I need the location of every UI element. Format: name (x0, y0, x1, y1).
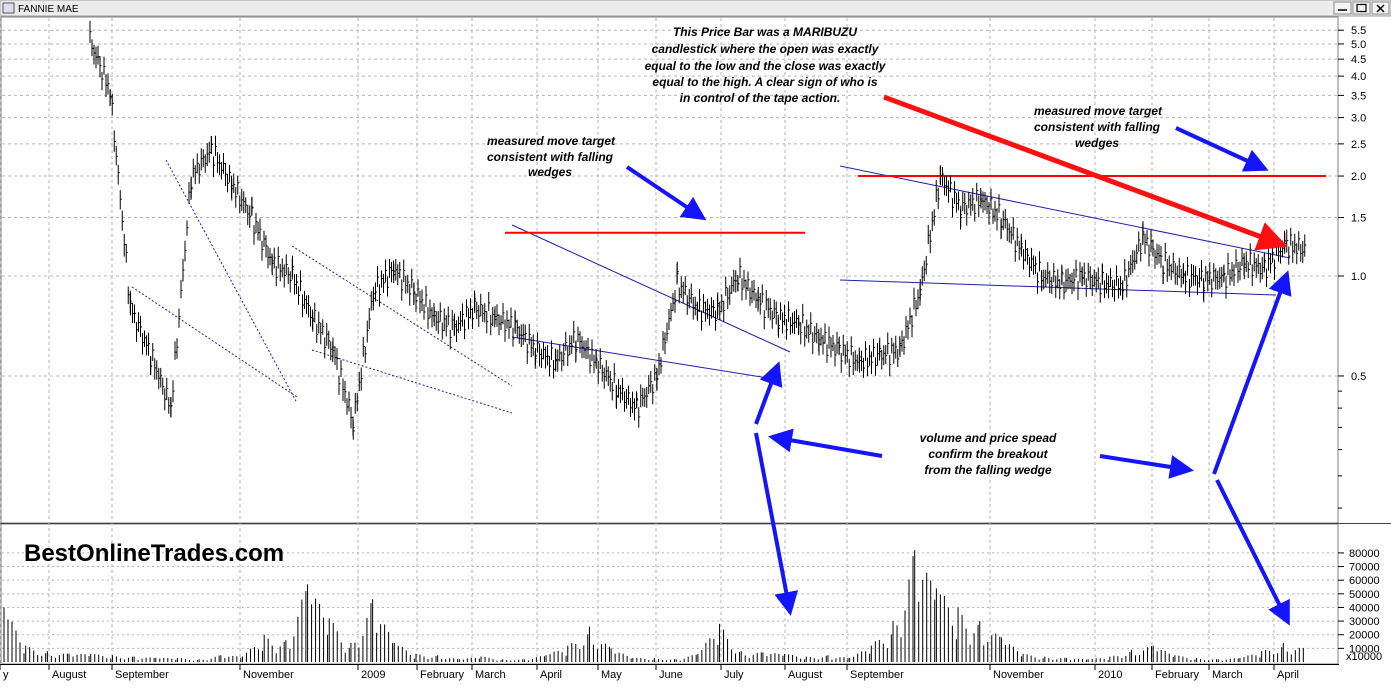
annotation-line: consistent with falling (487, 150, 614, 164)
window-title: FANNIE MAE (18, 4, 79, 15)
wedge-line (291, 245, 513, 387)
annotation-line: wedges (528, 165, 572, 179)
price-axis-area (1339, 17, 1391, 664)
time-tick-label: September (850, 669, 904, 681)
time-tick-label: 2010 (1098, 669, 1122, 681)
volume-series (3, 550, 1304, 662)
close-icon (1376, 4, 1385, 13)
volume-tick-label: 30000 (1349, 616, 1380, 628)
price-tick-label: 2.0 (1351, 171, 1366, 183)
annotation-line: equal to the high. A clear sign of who i… (652, 75, 877, 89)
price-panel-frame (0, 16, 1339, 524)
volume-tick-label: 10000 (1349, 643, 1380, 655)
volume-tick-label: 80000 (1349, 548, 1380, 560)
volume-tick-label: 40000 (1349, 602, 1380, 614)
wedge-line (511, 224, 791, 353)
grid (0, 18, 1337, 663)
volume-tick-label: 60000 (1349, 575, 1380, 587)
wedge-line (839, 165, 1291, 259)
wedge-line (311, 349, 513, 414)
blue-arrow (754, 361, 783, 425)
blue-arrow (1212, 270, 1292, 475)
annotation-line: wedges (1075, 136, 1119, 150)
time-axis: y August September November 2009 February Marc… (0, 664, 1339, 681)
time-tick-label: March (1212, 669, 1243, 681)
blue-arrow (625, 165, 707, 221)
time-tick-label: March (475, 669, 506, 681)
price-tick-label: 1.0 (1351, 271, 1366, 283)
price-series (89, 20, 1307, 440)
annotation-line: confirm the breakout (928, 447, 1048, 461)
blue-arrow (1175, 126, 1269, 172)
blue-arrow (754, 432, 799, 616)
time-tick-label: February (1155, 669, 1200, 681)
annotation-line: This Price Bar was a MARIBUZU (673, 25, 857, 39)
time-tick-label: y (3, 669, 9, 681)
annotation-line: measured move target (487, 134, 616, 148)
time-tick-label: July (724, 669, 744, 681)
time-tick-label: June (659, 669, 683, 681)
time-tick-label: 2009 (361, 669, 385, 681)
volume-tick-label: 70000 (1349, 562, 1380, 574)
price-tick-label: 4.5 (1351, 54, 1366, 66)
time-tick-label: April (540, 669, 562, 681)
maximize-icon (1356, 3, 1367, 13)
time-tick-label: November (993, 669, 1044, 681)
volume-note-annotation: volume and price spead confirm the break… (920, 431, 1057, 477)
volume-tick-label: 20000 (1349, 630, 1380, 642)
annotation-line: volume and price spead (920, 431, 1057, 445)
price-tick-label: 5.5 (1351, 25, 1366, 37)
chart-window-icon (2, 2, 15, 14)
maribuzu-annotation: This Price Bar was a MARIBUZU candlestic… (645, 25, 887, 105)
price-tick-label: 2.5 (1351, 139, 1366, 151)
minimize-button[interactable] (1333, 1, 1352, 15)
price-tick-label: 4.0 (1351, 71, 1366, 83)
annotation-line: equal to the low and the close was exact… (645, 59, 887, 73)
time-tick-label: September (115, 669, 169, 681)
price-tick-label: 0.5 (1351, 371, 1366, 383)
maximize-button[interactable] (1352, 1, 1371, 15)
price-tick-label: 3.5 (1351, 90, 1366, 102)
price-tick-label: 5.0 (1351, 39, 1366, 51)
annotation-line: in control of the tape action. (680, 91, 841, 105)
target-right-annotation: measured move target consistent with fal… (1034, 104, 1163, 150)
volume-tick-label: 50000 (1349, 589, 1380, 601)
annotation-line: measured move target (1034, 104, 1163, 118)
wedge-line (511, 336, 781, 381)
title-bar (0, 0, 1391, 17)
axes: 5.5 5.0 4.5 4.0 3.5 3.0 2.5 2.0 1.5 1.0 0.5 80000 70… (1338, 25, 1382, 663)
window-controls (1333, 1, 1390, 15)
time-tick-label: November (243, 669, 294, 681)
time-tick-label: August (788, 669, 822, 681)
annotation-line: from the falling wedge (924, 463, 1052, 477)
volume-multiplier-label: x10000 (1346, 651, 1382, 663)
wedge-line (131, 286, 298, 398)
red-arrow (883, 94, 1288, 251)
price-tick-label: 3.0 (1351, 113, 1366, 125)
blue-arrow (1099, 454, 1194, 479)
brand-watermark: BestOnlineTrades.com (24, 540, 284, 567)
target-left-annotation: measured move target consistent with fal… (487, 134, 616, 179)
time-tick-label: February (420, 669, 465, 681)
time-tick-label: May (601, 669, 622, 681)
time-tick-label: August (52, 669, 86, 681)
blue-arrow (1215, 479, 1290, 626)
blue-arrow (768, 428, 883, 458)
annotation-line: consistent with falling (1034, 120, 1161, 134)
annotation-line: candlestick where the open was exactly (652, 42, 880, 56)
annotation-arrows (625, 94, 1292, 626)
time-tick-label: April (1277, 669, 1299, 681)
price-tick-label: 1.5 (1351, 213, 1366, 225)
